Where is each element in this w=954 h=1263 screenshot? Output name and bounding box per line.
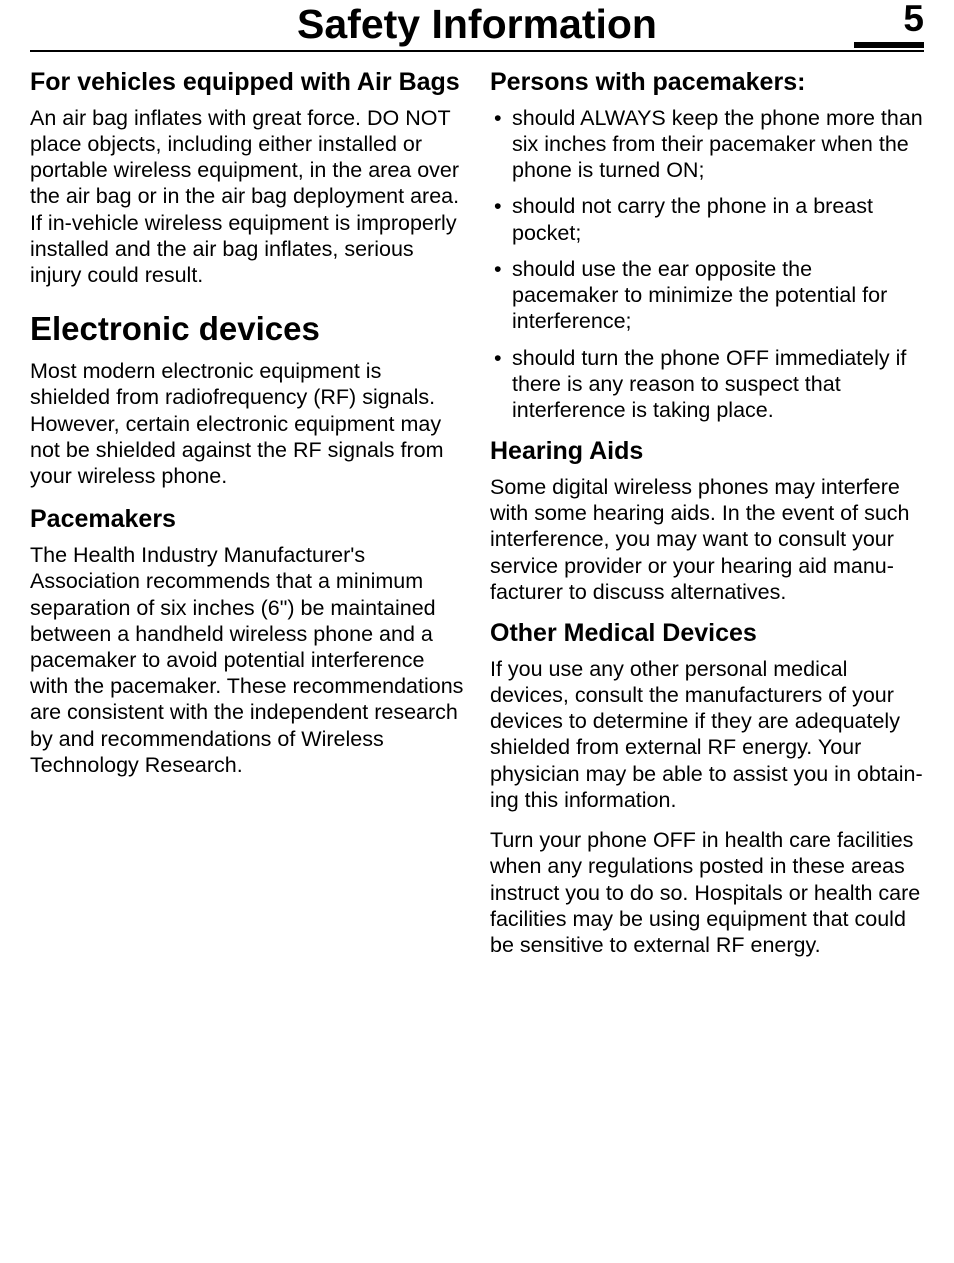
heading-other-medical: Other Medical Devices	[490, 619, 924, 648]
page-header: Safety Information 5	[30, 0, 924, 52]
list-item: should ALWAYS keep the phone more than s…	[490, 105, 924, 184]
page-number: 5	[854, 0, 924, 48]
heading-persons-pacemakers: Persons with pacemakers:	[490, 68, 924, 97]
paragraph: An air bag inflates with great force. DO…	[30, 105, 464, 289]
columns: For vehicles equipped with Air Bags An a…	[30, 68, 924, 972]
paragraph: Some digital wireless phones may in­terf…	[490, 474, 924, 605]
heading-hearing-aids: Hearing Aids	[490, 437, 924, 466]
bullet-list: should ALWAYS keep the phone more than s…	[490, 105, 924, 423]
left-column: For vehicles equipped with Air Bags An a…	[30, 68, 464, 972]
heading-airbags: For vehicles equipped with Air Bags	[30, 68, 464, 97]
paragraph: Most modern electronic equipment is shie…	[30, 358, 464, 489]
heading-pacemakers: Pacemakers	[30, 505, 464, 534]
right-column: Persons with pacemakers: should ALWAYS k…	[490, 68, 924, 972]
list-item: should use the ear opposite the pacemake…	[490, 256, 924, 335]
list-item: should not carry the phone in a breast p…	[490, 193, 924, 245]
page-title: Safety Information	[297, 1, 657, 48]
paragraph: If you use any other personal medi­cal d…	[490, 656, 924, 813]
list-item: should turn the phone OFF imme­diately i…	[490, 345, 924, 424]
heading-electronic-devices: Electronic devices	[30, 310, 464, 348]
paragraph: The Health Industry Manufacturer's Assoc…	[30, 542, 464, 778]
paragraph: Turn your phone OFF in health care facil…	[490, 827, 924, 958]
